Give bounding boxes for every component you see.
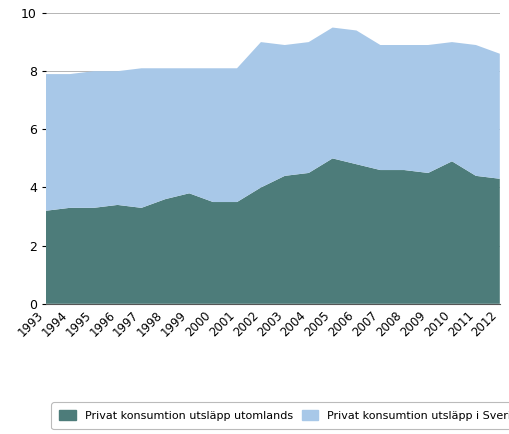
Legend: Privat konsumtion utsläpp utomlands, Privat konsumtion utsläpp i Sverige: Privat konsumtion utsläpp utomlands, Pri…	[51, 402, 509, 429]
